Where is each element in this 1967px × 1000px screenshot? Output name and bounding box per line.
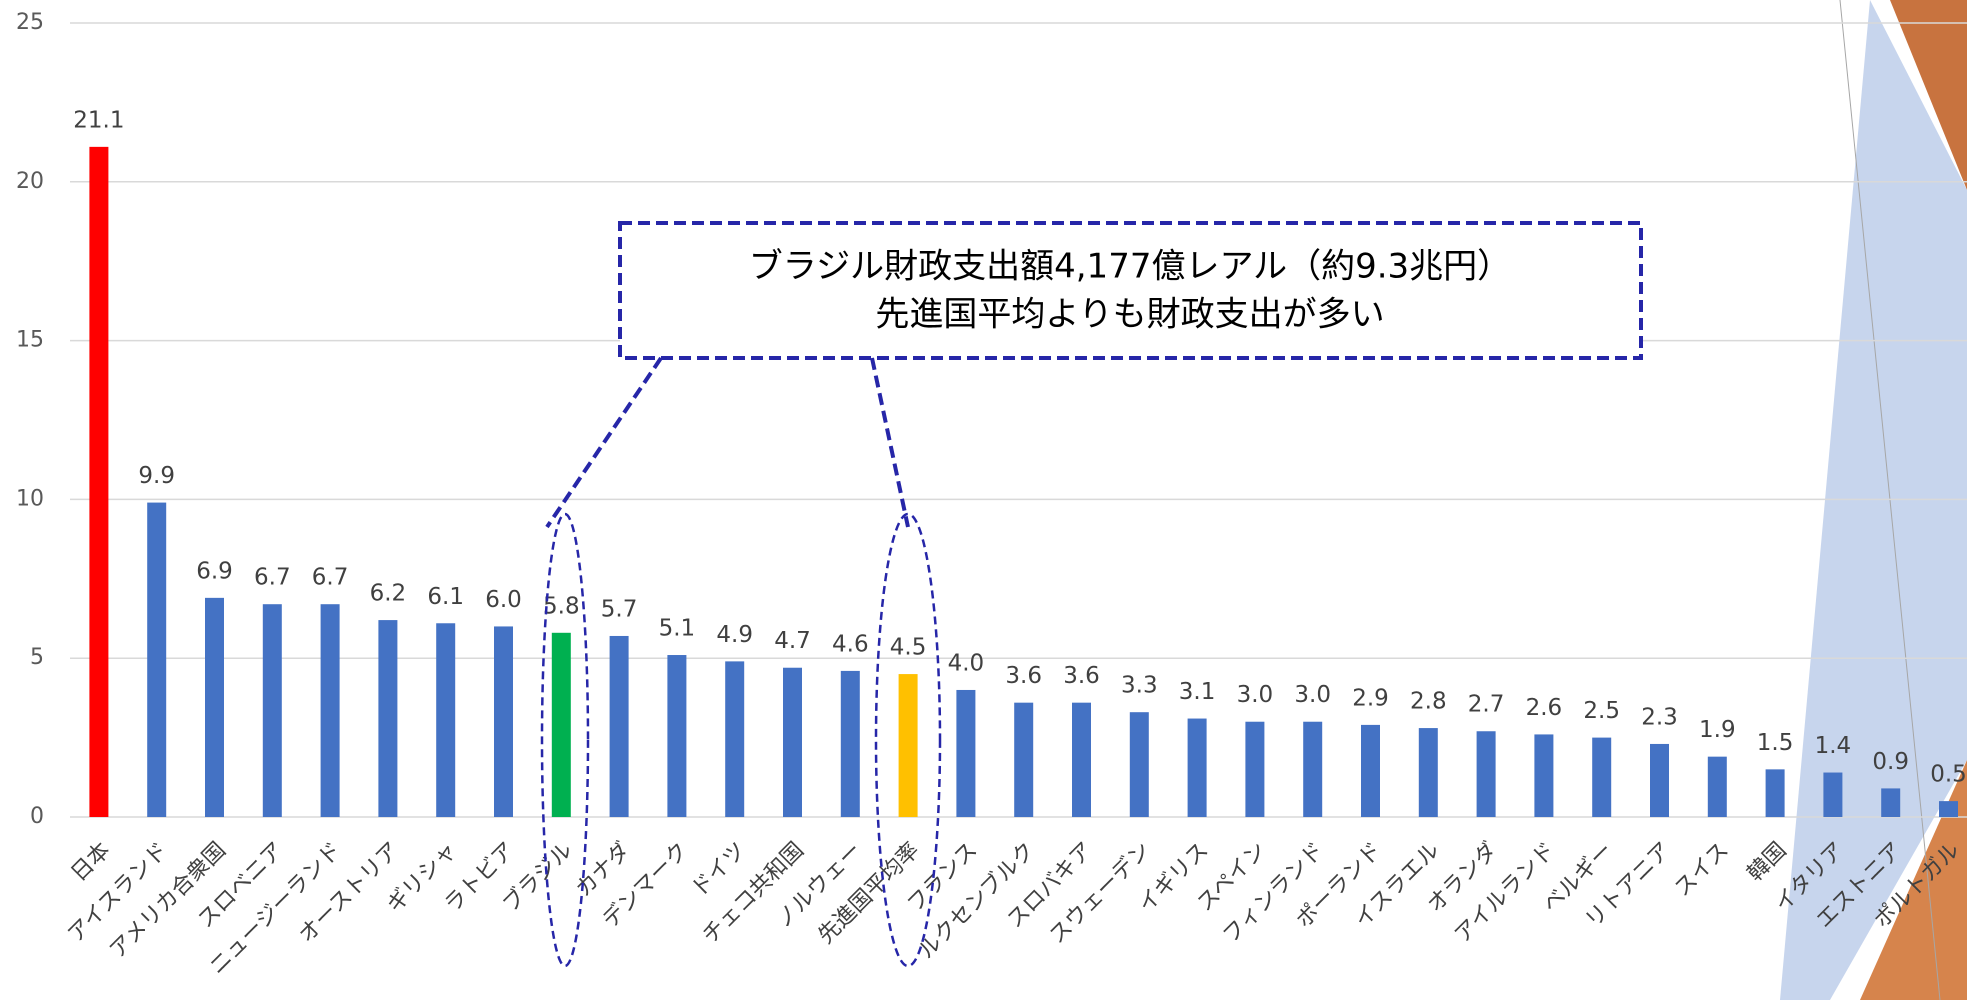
value-label: 6.7 [254, 565, 291, 591]
x-tick-label: スイス [1670, 838, 1734, 902]
value-label: 1.9 [1699, 717, 1736, 743]
value-label: 2.7 [1468, 692, 1505, 718]
bar [1072, 702, 1091, 817]
bar [1707, 756, 1727, 817]
bar [840, 670, 860, 817]
y-tick-label: 20 [16, 169, 44, 194]
bar [1939, 801, 1958, 817]
bar [1418, 728, 1438, 817]
bar [1765, 769, 1785, 817]
deco-orange-top [1890, 0, 1967, 190]
plot: 051015202521.1日本9.9アイスランド6.9アメリカ合衆国6.7スロ… [16, 10, 1967, 980]
bar [1245, 721, 1265, 817]
value-label: 4.9 [716, 622, 753, 648]
callout-pointer [545, 356, 663, 529]
x-tick-label: アイルランド [1450, 838, 1560, 948]
bar [1014, 702, 1034, 817]
y-tick-label: 10 [16, 486, 44, 511]
bar [1650, 743, 1669, 817]
bar [1476, 731, 1496, 817]
value-label: 9.9 [138, 463, 175, 489]
value-label: 6.9 [196, 558, 233, 584]
deco-orange-bottom [1860, 760, 1967, 1000]
value-label: 3.6 [1005, 663, 1042, 689]
value-label: 1.5 [1757, 730, 1794, 756]
value-label: 1.4 [1815, 733, 1852, 759]
value-label: 3.1 [1179, 679, 1216, 705]
value-label: 2.6 [1526, 695, 1563, 721]
x-tick-label: オーストリア [294, 838, 404, 948]
bar [89, 146, 109, 817]
bar [147, 502, 167, 817]
value-label: 6.2 [370, 581, 407, 607]
bar [783, 667, 802, 817]
value-label: 4.5 [890, 635, 927, 661]
bar [436, 623, 456, 817]
bar [1881, 788, 1901, 817]
callout-text: ブラジル財政支出額4,177億レアル（約9.3兆円） [749, 247, 1511, 287]
value-label: 6.7 [312, 565, 349, 591]
x-tick-label: 韓国 [1743, 838, 1792, 887]
bar [956, 689, 976, 817]
value-label: 0.9 [1872, 749, 1909, 775]
value-label: 3.0 [1294, 682, 1331, 708]
bar [494, 626, 513, 817]
highlight-ellipse [874, 512, 942, 968]
value-label: 5.7 [601, 596, 638, 622]
y-tick-label: 0 [30, 804, 44, 829]
bar [378, 620, 398, 817]
bar [1187, 718, 1207, 817]
value-label: 5.8 [543, 593, 580, 619]
highlight-ellipse [540, 512, 590, 968]
bar [320, 604, 340, 817]
bar [667, 655, 687, 817]
bar [725, 661, 745, 817]
value-label: 4.6 [832, 631, 869, 657]
callout-box [618, 221, 1643, 360]
value-label: 4.0 [948, 650, 985, 676]
value-label: 6.1 [427, 584, 464, 610]
y-tick-label: 25 [16, 10, 44, 35]
value-label: 2.8 [1410, 689, 1447, 715]
bar [1129, 712, 1149, 817]
x-tick-label: 日本 [67, 838, 116, 887]
y-tick-label: 5 [30, 645, 44, 670]
value-label: 6.0 [485, 587, 522, 613]
value-label: 3.6 [1063, 663, 1100, 689]
callout-text: 先進国平均よりも財政支出が多い [875, 295, 1384, 335]
value-label: 2.5 [1583, 698, 1620, 724]
y-tick-label: 15 [16, 328, 44, 353]
bar [205, 597, 224, 817]
value-label: 4.7 [774, 628, 811, 654]
bar [551, 632, 571, 817]
bar [1303, 721, 1323, 817]
bar [1592, 737, 1612, 817]
value-label: 21.1 [73, 107, 124, 133]
callout-pointer [870, 357, 910, 528]
callout: ブラジル財政支出額4,177億レアル（約9.3兆円） 先進国平均よりも財政支出が… [540, 221, 1643, 968]
value-label: 2.3 [1641, 704, 1678, 730]
bar [1823, 772, 1843, 817]
value-label: 5.1 [659, 616, 696, 642]
bar [609, 635, 629, 817]
value-label: 3.0 [1237, 682, 1274, 708]
value-label: 2.9 [1352, 685, 1389, 711]
value-label: 0.5 [1930, 762, 1967, 788]
bar [262, 604, 282, 817]
bar [1361, 724, 1380, 817]
bar [1534, 734, 1554, 817]
value-label: 3.3 [1121, 673, 1158, 699]
bar [898, 674, 918, 817]
